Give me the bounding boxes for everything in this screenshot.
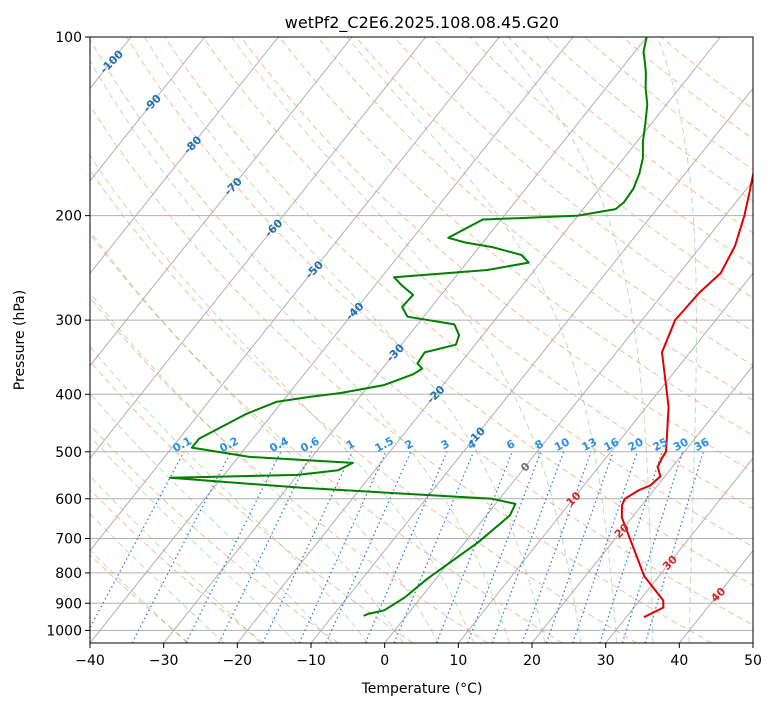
isotherm: [605, 457, 753, 643]
isotherm: [90, 37, 574, 643]
temperature-profile: [620, 169, 753, 619]
moist-adiabat: [144, 37, 546, 643]
y-axis-ticks: 100 200 300 400 500 600 700 800 900 1000: [46, 30, 90, 639]
mixing-ratio-line: [435, 451, 513, 643]
moist-adiabat: [656, 37, 697, 643]
dry-adiabat: [126, 37, 753, 586]
mixing-ratio-label: 30: [671, 435, 691, 454]
moist-adiabat: [231, 37, 582, 643]
chart-title: wetPf2_C2E6.2025.108.08.45.G20: [285, 13, 559, 33]
y-tick-label: 500: [55, 445, 82, 461]
isotherm: [163, 37, 648, 643]
plot-frame: [89, 36, 754, 644]
mixing-ratio-line: [393, 451, 475, 643]
isotherm: [384, 180, 753, 643]
isotherm: [90, 37, 206, 182]
x-tick-label: 50: [744, 653, 762, 669]
moist-adiabat: [90, 59, 510, 643]
dry-adiabat: [546, 37, 753, 202]
mixing-ratio-line: [325, 451, 412, 643]
isotherm: [90, 37, 427, 459]
x-tick-label: −40: [75, 653, 105, 669]
isotherm: [90, 37, 279, 275]
x-tick-label: 10: [449, 653, 467, 669]
moist-adiabat: [90, 475, 261, 643]
moist-adiabat: [90, 154, 475, 643]
isotherm: [90, 37, 500, 552]
x-tick-label: 40: [670, 653, 688, 669]
dry-adiabat: [278, 37, 753, 437]
mixing-ratio-label: 13: [580, 435, 600, 454]
dry-adiabat: [622, 37, 753, 140]
x-tick-label: −30: [149, 653, 179, 669]
x-tick-label: −10: [296, 653, 326, 669]
mixing-ratio-label: 36: [692, 435, 712, 454]
dry-adiabat: [90, 233, 563, 643]
dry-adiabat: [393, 37, 753, 333]
data-series: [169, 37, 753, 619]
dry-adiabat: [507, 37, 753, 234]
dry-adiabat: [355, 37, 753, 367]
dewpoint-profile: [169, 37, 649, 617]
mixing-ratio-line: [262, 451, 353, 643]
isotherm: [236, 37, 721, 643]
y-tick-label: 1000: [46, 623, 82, 639]
moist-adiabat: [90, 345, 369, 643]
mixing-ratio-label: 25: [651, 435, 671, 454]
background-lines: [90, 37, 753, 643]
y-tick-label: 200: [55, 209, 82, 225]
y-tick-label: 600: [55, 492, 82, 508]
dry-adiabat: [90, 104, 712, 643]
y-axis-label: Pressure (hPa): [12, 290, 28, 390]
mixing-ratio-line: [364, 451, 448, 643]
dry-adiabat: [584, 37, 753, 171]
mixing-ratio-line: [644, 451, 704, 643]
x-tick-label: 30: [597, 653, 615, 669]
mixing-ratio-line: [621, 451, 684, 643]
dry-adiabat: [90, 38, 753, 626]
x-tick-label: 20: [523, 653, 541, 669]
y-tick-label: 900: [55, 596, 82, 612]
x-axis-label: Temperature (°C): [361, 681, 483, 697]
x-tick-label: 0: [380, 653, 389, 669]
dry-adiabat: [90, 424, 339, 643]
moist-adiabat: [90, 513, 225, 643]
isotherm: [457, 272, 753, 643]
y-tick-label: 100: [55, 30, 82, 46]
mixing-ratio-label: 16: [602, 435, 622, 454]
moist-adiabat: [90, 229, 439, 643]
moist-adiabat: [90, 549, 188, 643]
dry-adiabat: [240, 37, 753, 473]
y-tick-label: 800: [55, 566, 82, 582]
mixing-ratio-line: [90, 451, 185, 629]
moist-adiabat: [90, 292, 404, 643]
dry-adiabat: [90, 296, 488, 643]
mixing-ratio-line: [298, 451, 387, 643]
y-tick-label: 700: [55, 532, 82, 548]
dry-adiabat: [317, 37, 753, 401]
isotherm: [531, 364, 753, 643]
mixing-ratio-label: 20: [626, 435, 646, 454]
y-tick-label: 400: [55, 387, 82, 403]
moist-adiabat: [90, 435, 297, 643]
isotherm: [90, 37, 353, 367]
y-tick-label: 300: [55, 313, 82, 329]
moist-adiabat: [346, 37, 618, 643]
x-axis-ticks: −40 −30 −20 −10 0 10 20 30 40 50: [75, 643, 762, 669]
mixing-ratio-label: 10: [552, 435, 572, 454]
moist-adiabat: [498, 37, 654, 643]
x-tick-label: −20: [223, 653, 253, 669]
